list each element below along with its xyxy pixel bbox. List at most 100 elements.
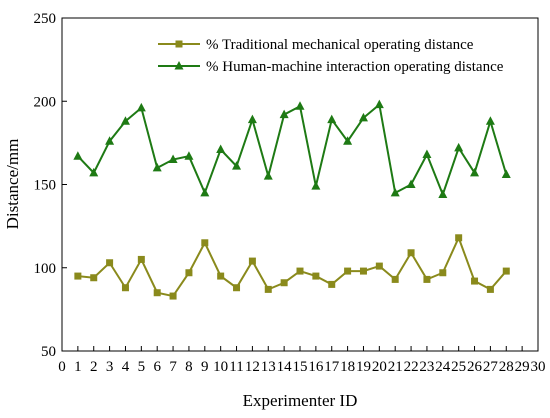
x-axis-label: Experimenter ID	[243, 391, 358, 410]
data-point	[344, 267, 352, 275]
legend-item-2: % Human-machine interaction operating di…	[158, 59, 504, 75]
y-axis-label: Distance/mm	[3, 139, 22, 230]
data-point	[311, 181, 321, 190]
x-tick-label: 22	[404, 359, 419, 375]
data-point	[232, 161, 242, 170]
series-line	[77, 102, 508, 198]
y-tick-label: 50	[41, 344, 56, 360]
data-point	[105, 136, 115, 145]
data-point	[121, 284, 129, 292]
data-point	[407, 249, 415, 257]
series-line	[77, 235, 508, 298]
data-point	[422, 149, 432, 159]
data-point	[264, 285, 272, 293]
data-point	[390, 187, 400, 197]
data-point	[168, 154, 178, 164]
data-point	[343, 136, 353, 145]
data-point	[455, 234, 463, 242]
x-tick-label: 27	[483, 359, 499, 375]
x-tick-label: 0	[58, 359, 66, 375]
x-tick-label: 23	[419, 359, 434, 375]
x-tick-label: 16	[308, 359, 324, 375]
data-point	[216, 144, 226, 154]
data-point	[73, 151, 83, 160]
data-point	[312, 272, 320, 280]
legend-item-1: % Traditional mechanical operating dista…	[158, 37, 474, 53]
x-tick-label: 12	[245, 359, 260, 375]
data-point	[375, 262, 383, 270]
data-point	[217, 272, 225, 280]
data-point	[471, 277, 479, 285]
y-tick-label: 150	[34, 178, 57, 194]
legend-label: % Human-machine interaction operating di…	[206, 59, 504, 75]
x-tick-label: 6	[153, 359, 161, 375]
y-tick-label: 250	[34, 11, 57, 27]
data-point	[106, 259, 114, 267]
x-tick-label: 20	[372, 359, 387, 375]
x-tick-label: 1	[74, 359, 82, 375]
legend-marker	[175, 40, 183, 48]
data-point	[263, 171, 273, 180]
series-2	[73, 99, 511, 198]
data-point	[327, 114, 337, 124]
data-point	[501, 169, 511, 179]
data-point	[248, 257, 256, 265]
x-tick-label: 28	[499, 359, 514, 375]
data-point	[328, 280, 336, 288]
data-point	[74, 272, 82, 280]
data-point	[359, 267, 367, 275]
x-tick-label: 14	[277, 359, 293, 375]
data-point	[438, 189, 448, 198]
x-tick-label: 24	[435, 359, 451, 375]
x-tick-label: 17	[324, 359, 340, 375]
data-point	[233, 284, 241, 292]
x-tick-label: 9	[201, 359, 209, 375]
data-point	[137, 255, 145, 263]
legend-marker	[174, 61, 184, 70]
data-point	[454, 142, 464, 152]
series-1	[74, 234, 510, 300]
x-tick-label: 26	[467, 359, 483, 375]
x-tick-label: 18	[340, 359, 355, 375]
x-tick-label: 3	[106, 359, 114, 375]
legend: % Traditional mechanical operating dista…	[158, 37, 504, 75]
x-tick-label: 5	[138, 359, 146, 375]
x-tick-label: 15	[293, 359, 308, 375]
data-point	[279, 109, 289, 119]
series-layer	[73, 99, 511, 300]
data-point	[247, 114, 257, 124]
x-tick-label: 30	[531, 359, 546, 375]
x-tick-label: 19	[356, 359, 371, 375]
data-point	[201, 239, 209, 247]
x-tick-label: 11	[229, 359, 243, 375]
data-point	[502, 267, 510, 275]
data-point	[153, 289, 161, 297]
x-tick-label: 13	[261, 359, 276, 375]
x-tick-label: 10	[213, 359, 228, 375]
data-point	[184, 151, 194, 160]
data-point	[470, 167, 480, 177]
x-tick-label: 8	[185, 359, 193, 375]
data-point	[169, 292, 177, 300]
legend-label: % Traditional mechanical operating dista…	[206, 37, 474, 53]
x-tick-label: 7	[169, 359, 177, 375]
data-point	[374, 99, 384, 109]
data-point	[136, 102, 146, 112]
data-point	[406, 179, 416, 188]
x-tick-label: 21	[388, 359, 403, 375]
data-point	[485, 116, 495, 125]
data-point	[296, 267, 304, 275]
x-tick-label: 29	[515, 359, 530, 375]
data-point	[439, 269, 447, 277]
data-point	[185, 269, 193, 277]
data-point	[423, 275, 431, 283]
data-point	[200, 187, 210, 197]
data-point	[89, 167, 99, 177]
data-point	[486, 285, 494, 293]
data-point	[358, 112, 368, 122]
data-point	[120, 116, 130, 125]
data-point	[280, 279, 288, 287]
x-tick-label: 2	[90, 359, 98, 375]
x-tick-label: 4	[122, 359, 130, 375]
